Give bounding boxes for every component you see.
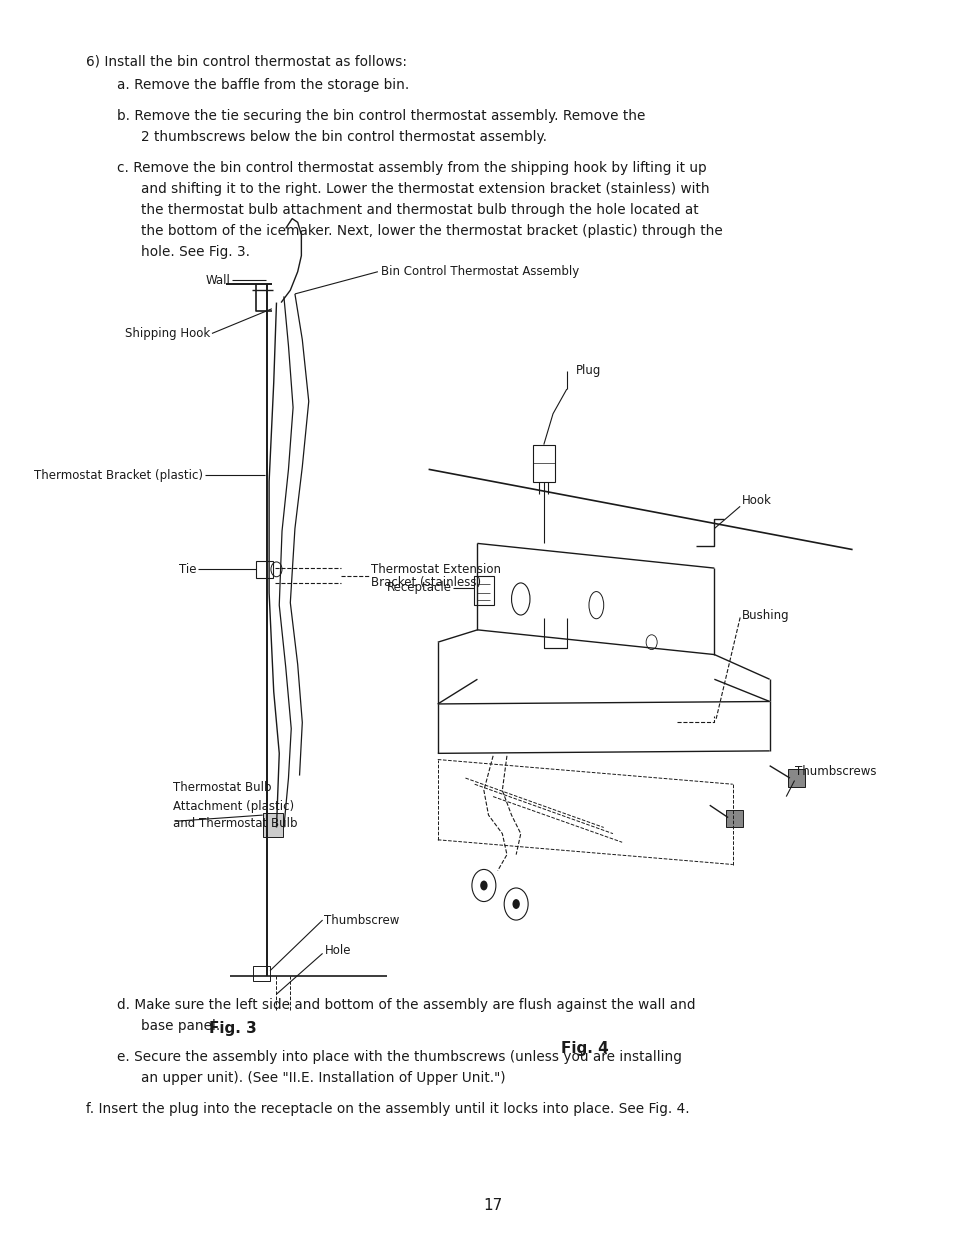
Circle shape <box>479 881 487 890</box>
Text: 17: 17 <box>483 1198 502 1213</box>
Text: 6) Install the bin control thermostat as follows:: 6) Install the bin control thermostat as… <box>86 54 406 68</box>
Bar <box>262 813 283 837</box>
Bar <box>725 810 742 827</box>
Text: Thumbscrew: Thumbscrew <box>324 914 399 926</box>
Text: Wall: Wall <box>205 274 231 287</box>
Text: Hook: Hook <box>741 494 771 506</box>
Text: Bushing: Bushing <box>741 609 789 621</box>
Bar <box>253 966 270 981</box>
Text: d. Make sure the left side and bottom of the assembly are flush against the wall: d. Make sure the left side and bottom of… <box>117 998 695 1011</box>
Text: Thumbscrews: Thumbscrews <box>795 766 876 778</box>
Text: Shipping Hook: Shipping Hook <box>125 327 210 340</box>
Bar <box>256 561 273 578</box>
Text: Thermostat Extension: Thermostat Extension <box>370 562 500 576</box>
Text: Receptacle: Receptacle <box>386 582 451 594</box>
Text: a. Remove the baffle from the storage bin.: a. Remove the baffle from the storage bi… <box>117 78 409 91</box>
Text: Thermostat Bracket (plastic): Thermostat Bracket (plastic) <box>33 469 203 482</box>
Text: the bottom of the icemaker. Next, lower the thermostat bracket (plastic) through: the bottom of the icemaker. Next, lower … <box>141 224 722 237</box>
Text: 2 thumbscrews below the bin control thermostat assembly.: 2 thumbscrews below the bin control ther… <box>141 130 546 143</box>
Text: Hole: Hole <box>324 945 351 957</box>
Text: Tie: Tie <box>178 563 196 576</box>
Text: Attachment (plastic): Attachment (plastic) <box>173 799 294 813</box>
Bar <box>532 445 555 482</box>
Text: Plug: Plug <box>576 364 600 377</box>
Text: the thermostat bulb attachment and thermostat bulb through the hole located at: the thermostat bulb attachment and therm… <box>141 203 698 216</box>
Text: c. Remove the bin control thermostat assembly from the shipping hook by lifting : c. Remove the bin control thermostat ass… <box>117 161 706 174</box>
Text: an upper unit). (See "II.E. Installation of Upper Unit."): an upper unit). (See "II.E. Installation… <box>141 1071 505 1084</box>
Text: e. Secure the assembly into place with the thumbscrews (unless you are installin: e. Secure the assembly into place with t… <box>117 1050 681 1063</box>
Text: and shifting it to the right. Lower the thermostat extension bracket (stainless): and shifting it to the right. Lower the … <box>141 182 709 195</box>
Text: Bin Control Thermostat Assembly: Bin Control Thermostat Assembly <box>380 266 578 278</box>
Circle shape <box>512 899 519 909</box>
Text: Thermostat Bulb: Thermostat Bulb <box>173 781 272 794</box>
Text: Bracket (stainless): Bracket (stainless) <box>370 576 480 589</box>
Text: Fig. 4: Fig. 4 <box>560 1041 609 1056</box>
Text: and Thermostat Bulb: and Thermostat Bulb <box>173 816 297 830</box>
Text: base panel.: base panel. <box>141 1019 220 1032</box>
Text: hole. See Fig. 3.: hole. See Fig. 3. <box>141 245 250 258</box>
Text: Fig. 3: Fig. 3 <box>209 1021 256 1036</box>
Text: f. Insert the plug into the receptacle on the assembly until it locks into place: f. Insert the plug into the receptacle o… <box>86 1102 689 1115</box>
Text: b. Remove the tie securing the bin control thermostat assembly. Remove the: b. Remove the tie securing the bin contr… <box>117 109 645 122</box>
FancyBboxPatch shape <box>474 576 494 605</box>
Bar <box>787 769 803 787</box>
